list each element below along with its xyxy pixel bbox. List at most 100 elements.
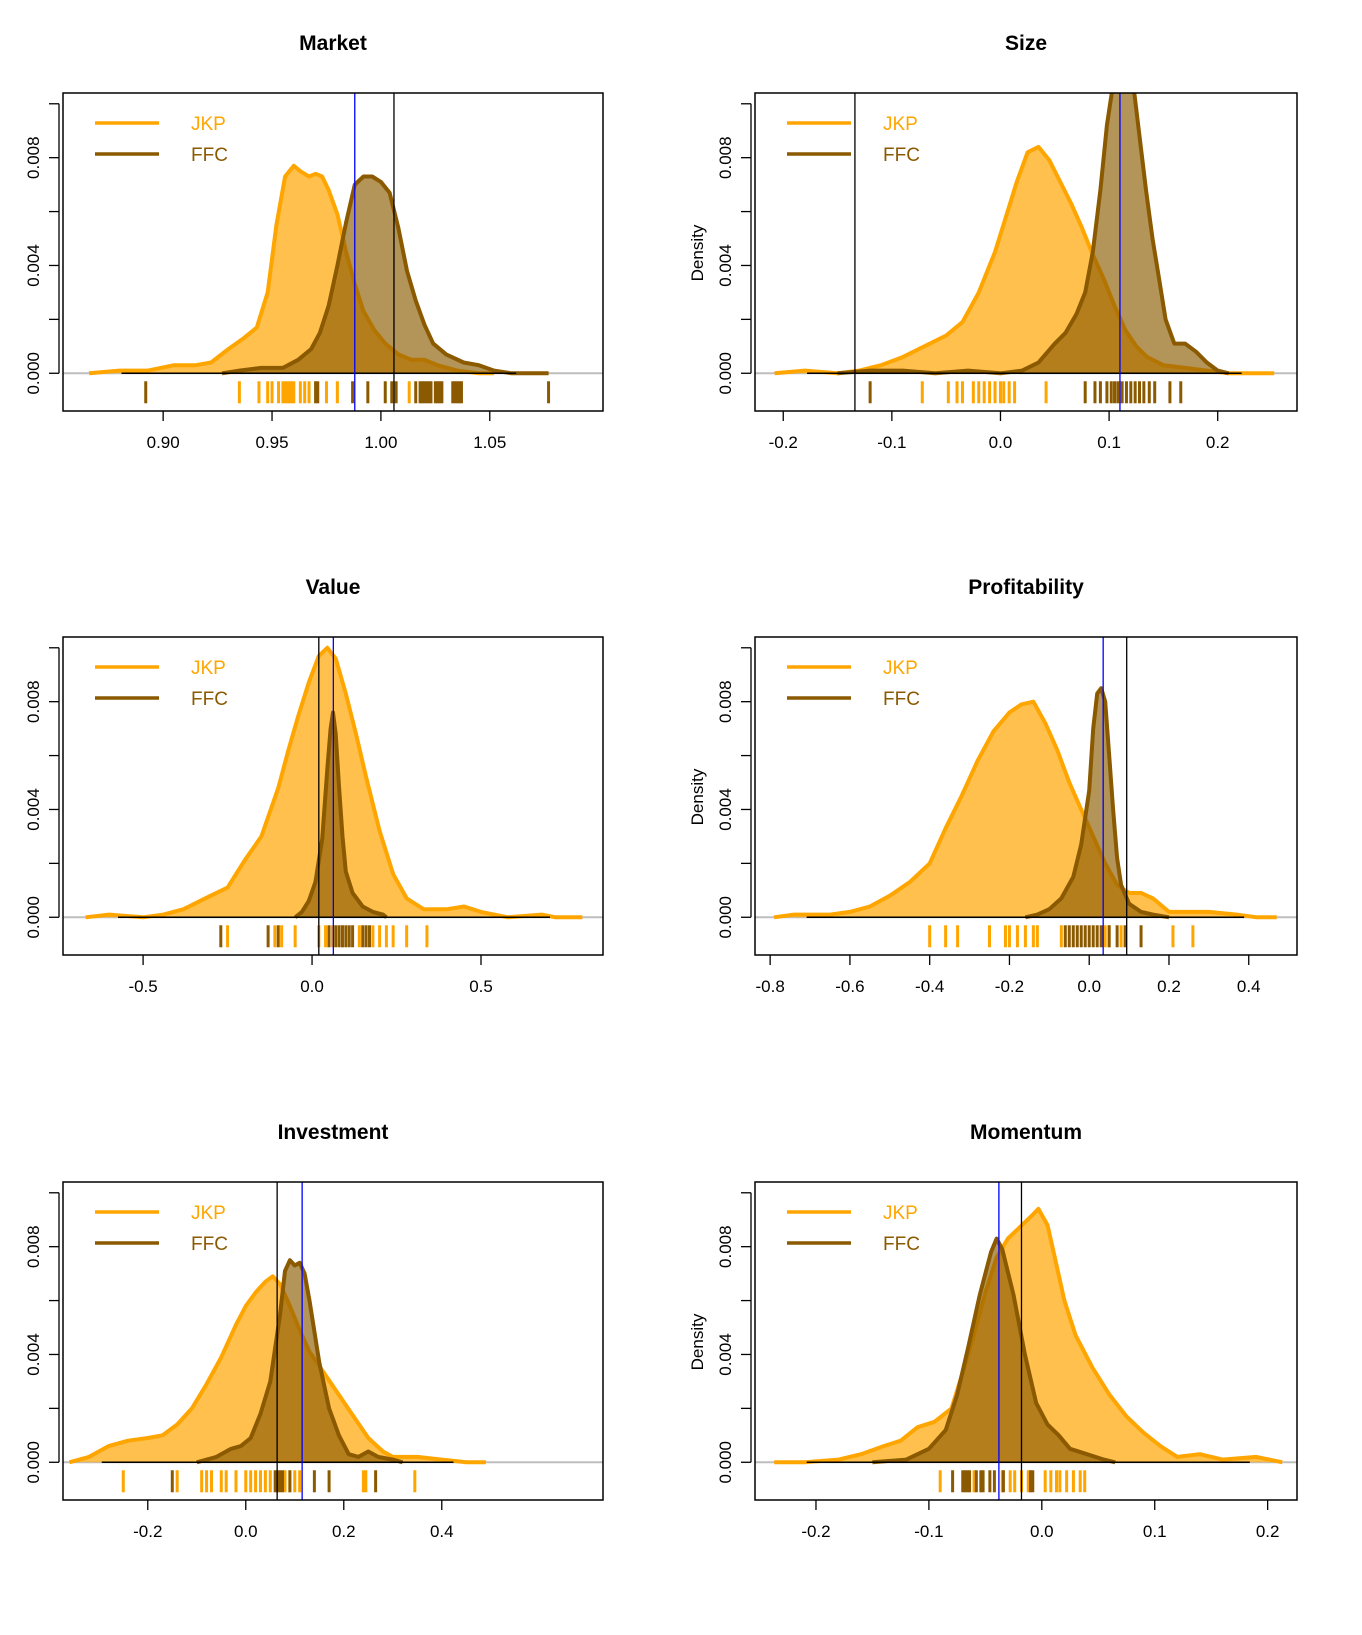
legend-label-ffc: FFC [883, 689, 920, 710]
y-tick-label: 0.008 [716, 680, 735, 723]
x-tick-label: 0.0 [1030, 1522, 1054, 1541]
x-tick-label: -0.8 [756, 977, 785, 996]
panel-size: Size -0.2 -0.1 0.0 0.1 0.2 0.000 0.004 0.008 Dens… [688, 32, 1298, 452]
density-line-jkp [773, 699, 1277, 920]
panel-investment: Investment -0.2 0.0 0.2 0.4 0.000 0.004 0.008 JK… [24, 1121, 604, 1541]
y-tick-label: 0.000 [24, 1441, 43, 1484]
chart-title: Momentum [970, 1121, 1082, 1144]
y-tick-label: 0.008 [716, 1225, 735, 1268]
x-tick-label: -0.5 [128, 977, 157, 996]
legend: JKP FFC [787, 114, 920, 166]
legend: JKP FFC [787, 1203, 920, 1255]
x-tick-label: 0.2 [332, 1522, 356, 1541]
panel-value: Value -0.5 0.0 0.5 0.000 0.004 0.008 JKP FFC [24, 576, 604, 996]
density-line-jkp [774, 1206, 1283, 1465]
plot-area [774, 1182, 1283, 1500]
density-fill-ffc [872, 1238, 1116, 1463]
x-tick-label: 0.0 [300, 977, 324, 996]
y-tick-label: 0.004 [716, 1333, 735, 1376]
chart-title: Market [299, 32, 367, 55]
panel-momentum: Momentum -0.2 -0.1 0.0 0.1 0.2 0.000 0.004 0.008… [688, 1121, 1298, 1541]
x-tick-label: 0.2 [1157, 977, 1181, 996]
legend-label-jkp: JKP [883, 1203, 918, 1224]
x-tick-label: 0.0 [1077, 977, 1101, 996]
y-tick-label: 0.004 [716, 244, 735, 287]
legend-label-jkp: JKP [883, 114, 918, 135]
legend-label-ffc: FFC [191, 1234, 228, 1255]
plot-area [774, 93, 1275, 411]
legend-label-jkp: JKP [191, 114, 226, 135]
plot-area [68, 1182, 486, 1500]
plot-area [85, 637, 583, 955]
legend: JKP FFC [95, 1203, 228, 1255]
plot-area [88, 93, 551, 411]
legend-label-ffc: FFC [191, 689, 228, 710]
y-tick-label: 0.004 [24, 1333, 43, 1376]
plot-frame [62, 92, 604, 412]
y-tick-label: 0.008 [24, 136, 43, 179]
x-tick-label: 0.0 [989, 433, 1013, 452]
plot-frame [62, 636, 604, 956]
legend-label-ffc: FFC [191, 145, 228, 166]
x-tick-label: -0.2 [801, 1522, 830, 1541]
density-line-ffc [221, 174, 549, 376]
density-fill-ffc [1025, 688, 1169, 918]
x-tick-label: 0.90 [147, 433, 180, 452]
plot-frame [754, 92, 1298, 412]
x-tick-label: 0.1 [1143, 1522, 1167, 1541]
x-tick-label: 0.4 [1237, 977, 1261, 996]
legend-label-jkp: JKP [191, 1203, 226, 1224]
legend: JKP FFC [95, 658, 228, 710]
legend-label-ffc: FFC [883, 145, 920, 166]
y-tick-label: 0.000 [716, 352, 735, 395]
y-axis-label: Density [688, 768, 707, 825]
y-tick-label: 0.004 [716, 788, 735, 831]
chart-title: Investment [278, 1121, 389, 1144]
legend-label-jkp: JKP [191, 658, 226, 679]
x-tick-label: -0.1 [877, 433, 906, 452]
x-tick-label: 0.5 [469, 977, 493, 996]
plot-frame [754, 1181, 1298, 1501]
chart-title: Value [306, 576, 361, 599]
density-fill-jkp [774, 1208, 1283, 1463]
density-line-ffc [1024, 686, 1170, 920]
x-tick-label: 1.00 [364, 433, 397, 452]
density-line-ffc [872, 1236, 1116, 1465]
x-tick-label: 0.4 [430, 1522, 454, 1541]
legend: JKP FFC [95, 114, 228, 166]
panel-profitability: Profitability -0.8 -0.6 -0.4 -0.2 0.0 0.2 0.4 0.… [688, 576, 1298, 996]
x-tick-label: -0.6 [835, 977, 864, 996]
density-line-ffc [196, 1258, 404, 1465]
y-axis-label: Density [688, 224, 707, 281]
y-tick-label: 0.000 [716, 1441, 735, 1484]
plot-area [773, 637, 1277, 955]
x-tick-label: 0.2 [1206, 433, 1230, 452]
chart-title: Size [1005, 32, 1047, 55]
y-tick-label: 0.008 [24, 1225, 43, 1268]
legend-label-ffc: FFC [883, 1234, 920, 1255]
density-fill-ffc [222, 176, 549, 374]
x-tick-label: 0.0 [234, 1522, 258, 1541]
x-tick-label: -0.2 [769, 433, 798, 452]
density-fill-jkp [774, 146, 1275, 374]
x-tick-label: 0.2 [1256, 1522, 1280, 1541]
y-tick-label: 0.004 [24, 788, 43, 831]
legend-label-jkp: JKP [883, 658, 918, 679]
plot-frame [754, 636, 1298, 956]
y-tick-label: 0.008 [716, 136, 735, 179]
x-tick-label: -0.2 [995, 977, 1024, 996]
panel-market: Market 0.90 0.95 1.00 1.05 0.000 0.004 0.008 JKP… [24, 32, 604, 452]
y-tick-label: 0.000 [24, 896, 43, 939]
plot-frame [62, 1181, 604, 1501]
density-fill-ffc [196, 1260, 403, 1463]
chart-title: Profitability [968, 576, 1084, 599]
x-tick-label: -0.1 [914, 1522, 943, 1541]
y-tick-label: 0.004 [24, 244, 43, 287]
legend: JKP FFC [787, 658, 920, 710]
density-line-jkp [68, 1274, 486, 1465]
y-tick-label: 0.000 [716, 896, 735, 939]
y-tick-label: 0.000 [24, 352, 43, 395]
x-tick-label: -0.2 [133, 1522, 162, 1541]
x-tick-label: 0.1 [1097, 433, 1121, 452]
